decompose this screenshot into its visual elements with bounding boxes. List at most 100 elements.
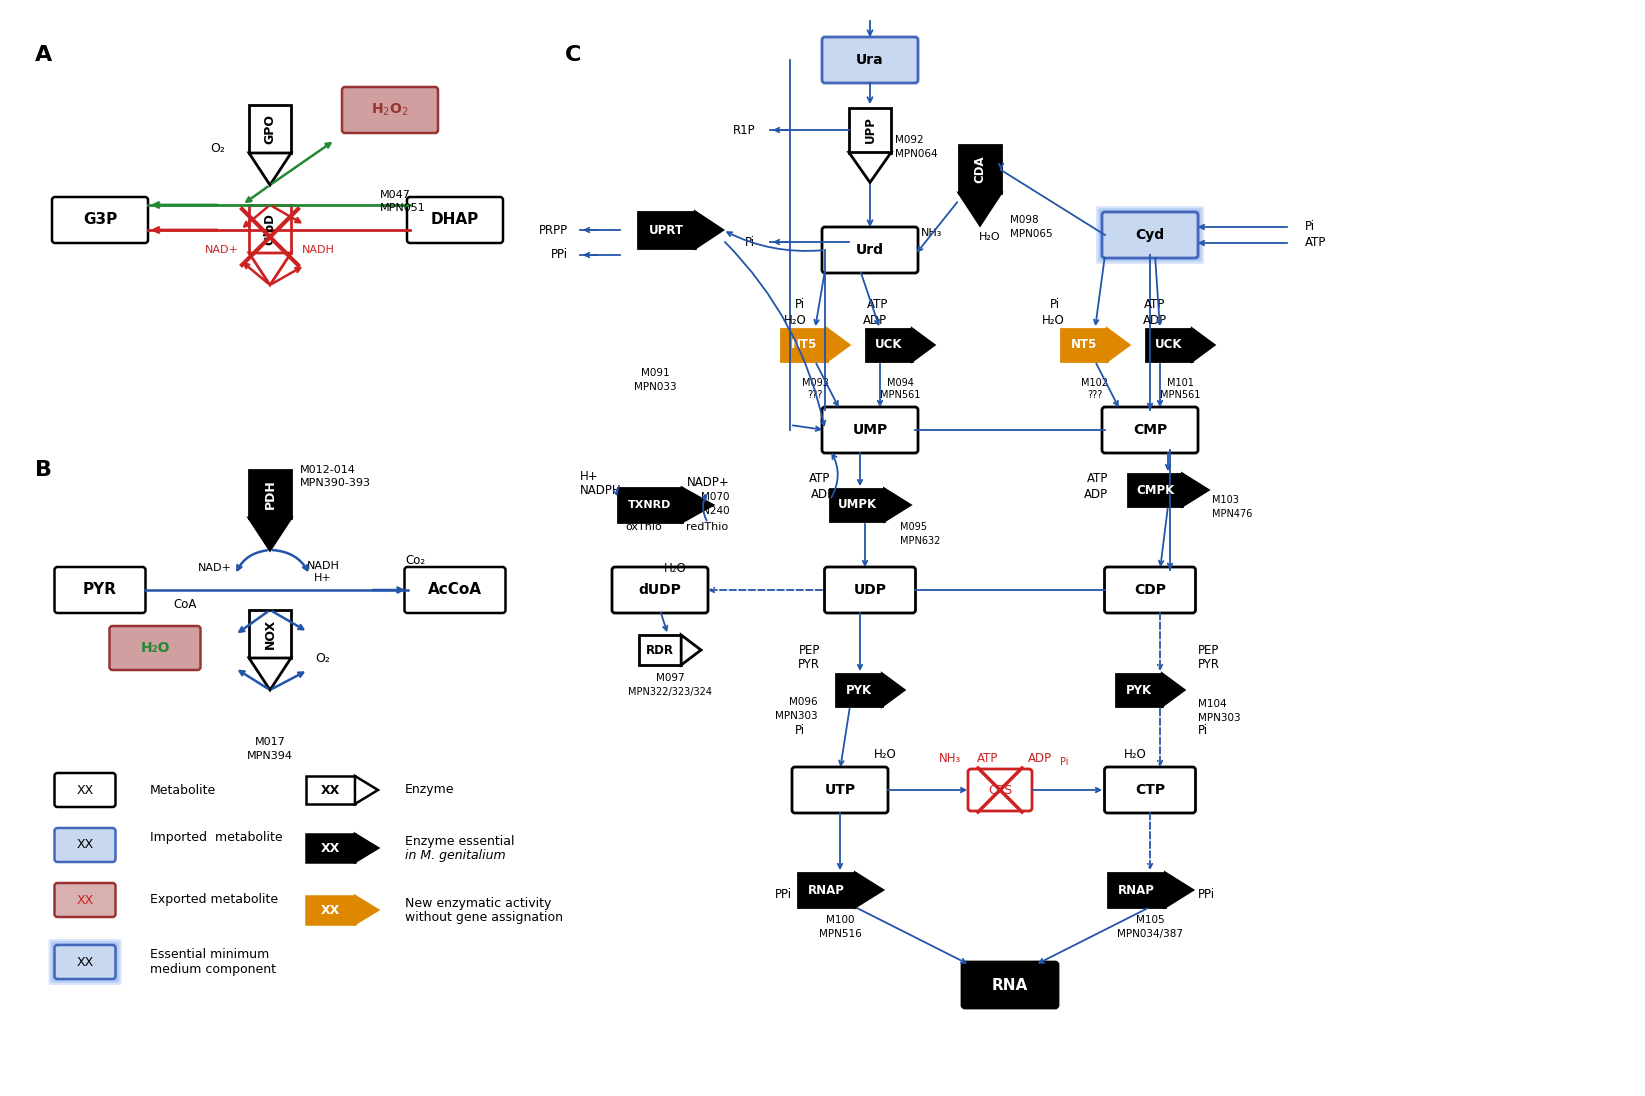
FancyBboxPatch shape bbox=[54, 945, 115, 979]
Text: ADP: ADP bbox=[1084, 488, 1109, 501]
Polygon shape bbox=[306, 897, 355, 924]
FancyBboxPatch shape bbox=[54, 567, 145, 613]
Text: M091: M091 bbox=[640, 368, 670, 378]
Text: Exported metabolite: Exported metabolite bbox=[150, 893, 278, 906]
Text: CMPK: CMPK bbox=[1137, 483, 1175, 496]
Text: NAD+: NAD+ bbox=[206, 246, 239, 255]
FancyBboxPatch shape bbox=[612, 567, 707, 613]
Text: PYR: PYR bbox=[82, 582, 117, 597]
Text: CDP: CDP bbox=[1133, 583, 1166, 597]
FancyBboxPatch shape bbox=[962, 962, 1058, 1008]
Polygon shape bbox=[681, 635, 701, 665]
Polygon shape bbox=[248, 105, 291, 153]
Text: NADH: NADH bbox=[301, 246, 334, 255]
FancyBboxPatch shape bbox=[824, 567, 916, 613]
Text: M092: M092 bbox=[895, 135, 923, 145]
Text: H₂O: H₂O bbox=[140, 641, 169, 655]
Text: NT5: NT5 bbox=[791, 339, 818, 352]
Polygon shape bbox=[696, 212, 722, 248]
Text: Pi: Pi bbox=[1198, 723, 1207, 737]
FancyBboxPatch shape bbox=[54, 883, 115, 917]
Text: M102: M102 bbox=[1081, 378, 1109, 388]
Text: NH₃: NH₃ bbox=[921, 228, 943, 238]
Text: M100: M100 bbox=[826, 915, 854, 925]
Text: H₂O: H₂O bbox=[1043, 315, 1064, 328]
Text: M098: M098 bbox=[1010, 215, 1038, 225]
Polygon shape bbox=[1165, 874, 1193, 907]
Polygon shape bbox=[781, 329, 827, 361]
Polygon shape bbox=[248, 470, 291, 518]
Polygon shape bbox=[959, 145, 1002, 193]
Text: H₂O: H₂O bbox=[979, 232, 1000, 242]
Polygon shape bbox=[849, 107, 892, 152]
Text: CPS: CPS bbox=[989, 784, 1012, 797]
FancyBboxPatch shape bbox=[1097, 208, 1202, 262]
FancyBboxPatch shape bbox=[48, 939, 122, 985]
FancyBboxPatch shape bbox=[822, 227, 918, 273]
Text: XX: XX bbox=[76, 784, 94, 797]
Text: B: B bbox=[35, 460, 53, 480]
Text: ADP: ADP bbox=[811, 488, 836, 501]
Polygon shape bbox=[355, 834, 378, 861]
FancyBboxPatch shape bbox=[1102, 212, 1198, 258]
Text: NAD+: NAD+ bbox=[197, 563, 232, 573]
Text: UCK: UCK bbox=[1155, 339, 1183, 352]
Polygon shape bbox=[831, 489, 885, 521]
Text: H₂O: H₂O bbox=[1124, 749, 1147, 762]
FancyBboxPatch shape bbox=[406, 197, 503, 243]
Text: AcCoA: AcCoA bbox=[428, 582, 482, 597]
FancyBboxPatch shape bbox=[110, 626, 201, 670]
Text: NOX: NOX bbox=[263, 619, 276, 649]
Polygon shape bbox=[865, 329, 913, 361]
Text: Pi: Pi bbox=[795, 298, 804, 311]
Text: M097: M097 bbox=[656, 673, 684, 683]
Polygon shape bbox=[1193, 329, 1214, 361]
Polygon shape bbox=[638, 212, 696, 248]
Text: PYK: PYK bbox=[846, 684, 872, 696]
Text: H+: H+ bbox=[581, 470, 599, 483]
Text: MPN303: MPN303 bbox=[1198, 713, 1240, 723]
Text: ATP: ATP bbox=[1087, 471, 1109, 484]
Text: Enzyme essential: Enzyme essential bbox=[405, 834, 515, 847]
Text: without gene assignation: without gene assignation bbox=[405, 911, 563, 924]
Text: DHAP: DHAP bbox=[431, 213, 479, 228]
FancyBboxPatch shape bbox=[51, 941, 120, 983]
Text: Cyd: Cyd bbox=[1135, 228, 1165, 242]
Text: M103: M103 bbox=[1212, 495, 1239, 505]
Text: Pi: Pi bbox=[1059, 757, 1069, 767]
Text: MPN303: MPN303 bbox=[775, 711, 818, 721]
Text: NADPH: NADPH bbox=[581, 484, 622, 498]
Text: ADP: ADP bbox=[1028, 752, 1053, 765]
Text: M012-014: M012-014 bbox=[299, 465, 355, 475]
Text: M101: M101 bbox=[1166, 378, 1193, 388]
Text: PDH: PDH bbox=[263, 479, 276, 509]
FancyBboxPatch shape bbox=[405, 567, 505, 613]
Text: NH₃: NH₃ bbox=[939, 752, 961, 765]
Polygon shape bbox=[836, 674, 882, 706]
Text: PRPP: PRPP bbox=[540, 224, 568, 237]
Text: Imported  metabolite: Imported metabolite bbox=[150, 832, 283, 845]
Text: RDR: RDR bbox=[646, 643, 674, 657]
Text: M105: M105 bbox=[1135, 915, 1165, 925]
Polygon shape bbox=[1115, 674, 1163, 706]
FancyBboxPatch shape bbox=[1104, 567, 1196, 613]
Text: CTP: CTP bbox=[1135, 783, 1165, 797]
Text: XX: XX bbox=[321, 784, 341, 797]
Text: XX: XX bbox=[76, 838, 94, 852]
Polygon shape bbox=[248, 153, 291, 185]
Text: CDA: CDA bbox=[974, 156, 987, 183]
Text: ADP: ADP bbox=[1143, 315, 1166, 328]
Text: M017: M017 bbox=[255, 737, 285, 747]
Text: ADP: ADP bbox=[864, 315, 887, 328]
Text: MPN033: MPN033 bbox=[633, 383, 676, 392]
Text: M095: M095 bbox=[900, 522, 928, 532]
FancyBboxPatch shape bbox=[54, 773, 115, 807]
Text: ATP: ATP bbox=[809, 471, 831, 484]
Polygon shape bbox=[959, 193, 1002, 225]
Polygon shape bbox=[306, 776, 355, 804]
Polygon shape bbox=[355, 897, 378, 924]
Text: MPN065: MPN065 bbox=[1010, 229, 1053, 239]
Text: ATP: ATP bbox=[977, 752, 999, 765]
Text: MPN561: MPN561 bbox=[880, 390, 920, 400]
FancyBboxPatch shape bbox=[1104, 767, 1196, 813]
